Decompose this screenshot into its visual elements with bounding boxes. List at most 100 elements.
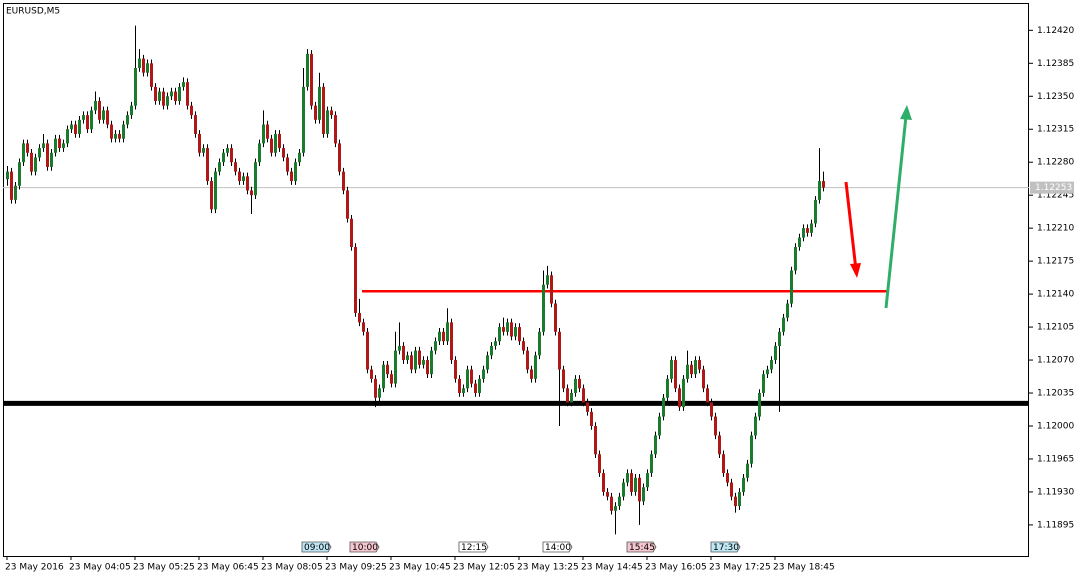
candle-body xyxy=(34,157,37,172)
candle-body xyxy=(706,388,709,403)
candle-body xyxy=(546,275,549,285)
candle-body xyxy=(290,171,293,182)
candle-body xyxy=(178,86,181,101)
event-label: 15:45 xyxy=(629,543,655,553)
candle-body xyxy=(498,327,501,342)
y-tick-label: 1.12210 xyxy=(1037,224,1074,234)
candle-body xyxy=(754,416,757,436)
candle-body xyxy=(590,411,593,426)
event-label: 09:00 xyxy=(304,543,330,553)
candle-body xyxy=(782,317,785,332)
candle-body xyxy=(398,345,401,351)
candle-body xyxy=(626,473,629,483)
candle-body xyxy=(802,228,805,238)
candle-body xyxy=(74,124,77,134)
candle-body xyxy=(250,190,253,196)
candle-body xyxy=(322,86,325,134)
candle-body xyxy=(614,506,617,511)
x-tick-label: 23 May 06:45 xyxy=(197,563,259,573)
candle-body xyxy=(710,402,713,417)
x-tick-label: 23 May 2016 xyxy=(5,563,64,573)
candle-body xyxy=(298,152,301,163)
event-label: 10:00 xyxy=(352,543,378,553)
candle-body xyxy=(518,327,521,342)
candle-body xyxy=(478,378,481,394)
candle-body xyxy=(38,148,41,158)
candle-body xyxy=(762,374,765,394)
candle-body xyxy=(538,331,541,356)
candle-body xyxy=(438,331,441,342)
event-label: 12:15 xyxy=(461,543,487,553)
event-label: 14:00 xyxy=(545,543,571,553)
candle-body xyxy=(610,496,613,511)
plot-frame xyxy=(3,3,1029,557)
candle-body xyxy=(458,378,461,394)
candle-body xyxy=(150,63,153,87)
candle-body xyxy=(502,327,505,332)
candle-body xyxy=(18,162,21,186)
chart-title: EURUSD,M5 xyxy=(6,7,60,17)
candle-body xyxy=(574,378,577,394)
candle-body xyxy=(798,237,801,247)
candle-body xyxy=(366,331,369,370)
candle-body xyxy=(722,454,725,474)
candle-body xyxy=(618,496,621,507)
current-price-box xyxy=(1030,181,1074,194)
candle-body xyxy=(22,143,25,163)
candle-body xyxy=(386,364,389,375)
candle-body xyxy=(406,355,409,361)
x-tick-label: 23 May 10:45 xyxy=(389,563,451,573)
candle-body xyxy=(382,364,385,389)
candle-body xyxy=(694,360,697,375)
event-tag xyxy=(542,541,573,553)
candle-body xyxy=(534,355,537,379)
event-tag xyxy=(626,541,657,553)
candle-body xyxy=(734,496,737,507)
candle-body xyxy=(698,360,701,370)
candle-body xyxy=(454,360,457,379)
candle-body xyxy=(442,331,445,342)
candle-body xyxy=(526,350,529,370)
candle-body xyxy=(490,345,493,356)
candle-body xyxy=(514,327,517,337)
candle-body xyxy=(774,345,777,361)
candle-body xyxy=(758,393,761,417)
y-tick-label: 1.12140 xyxy=(1037,290,1074,300)
candle-body xyxy=(70,124,73,130)
candle-body xyxy=(810,223,813,233)
candle-body xyxy=(314,105,317,120)
candle-body xyxy=(30,152,33,172)
candle-body xyxy=(598,454,601,474)
candle-body xyxy=(494,341,497,346)
candle-body xyxy=(142,58,145,73)
y-tick-label: 1.12280 xyxy=(1037,158,1074,168)
candle-body xyxy=(50,152,53,167)
candle-body xyxy=(658,416,661,436)
candle-body xyxy=(6,171,9,180)
candle-body xyxy=(286,157,289,172)
candle-body xyxy=(270,138,273,153)
candle-body xyxy=(474,383,477,394)
candle-body xyxy=(278,133,281,149)
y-tick-label: 1.12175 xyxy=(1037,257,1074,267)
candle-body xyxy=(258,143,261,163)
candle-body xyxy=(786,303,789,318)
x-tick-label: 23 May 12:05 xyxy=(453,563,515,573)
candle-body xyxy=(646,473,649,488)
y-tick-label: 1.11965 xyxy=(1037,454,1074,464)
candle-body xyxy=(102,110,105,120)
candle-body xyxy=(778,331,781,346)
candle-body xyxy=(522,341,525,351)
candle-body xyxy=(622,482,625,497)
candle-body xyxy=(554,303,557,332)
candle-body xyxy=(770,360,773,370)
candle-body xyxy=(202,148,205,153)
candle-body xyxy=(742,477,745,492)
candle-body xyxy=(210,181,213,210)
candle-body xyxy=(482,369,485,379)
down-arrow xyxy=(844,181,858,271)
x-tick-label: 23 May 18:45 xyxy=(773,563,835,573)
y-tick-label: 1.12315 xyxy=(1037,125,1074,135)
candle-body xyxy=(166,96,169,106)
candle-body xyxy=(282,148,285,158)
